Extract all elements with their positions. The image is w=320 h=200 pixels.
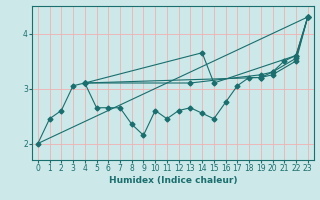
X-axis label: Humidex (Indice chaleur): Humidex (Indice chaleur) <box>108 176 237 185</box>
